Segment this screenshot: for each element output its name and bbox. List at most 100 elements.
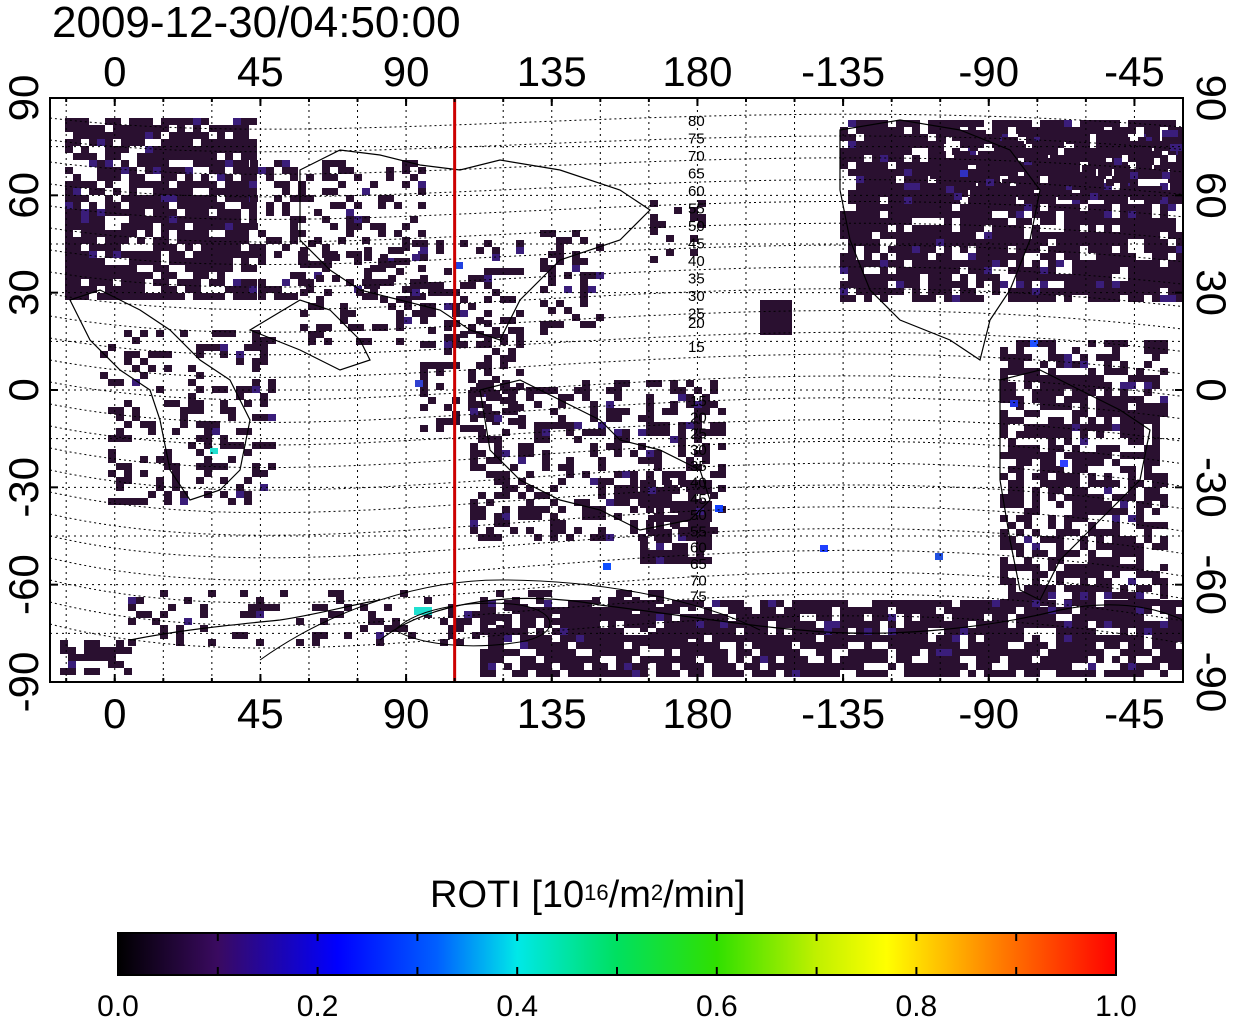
roti-cell [606, 401, 614, 408]
roti-cell [208, 639, 216, 646]
roti-cell [1146, 158, 1154, 165]
roti-cell [1096, 621, 1104, 628]
roti-cell [888, 628, 896, 635]
contour-line [50, 157, 1183, 175]
roti-cell [954, 172, 962, 179]
roti-cell [588, 272, 596, 279]
roti-cell [960, 663, 968, 670]
roti-cell [236, 491, 244, 498]
roti-cell [970, 137, 978, 144]
roti-cell [1088, 501, 1096, 508]
roti-cell [984, 274, 992, 281]
roti-cell [864, 642, 872, 649]
roti-cell [614, 436, 622, 443]
roti-cell [656, 529, 664, 536]
roti-cell [1048, 585, 1056, 592]
roti-cell [1168, 600, 1176, 607]
roti-cell [105, 244, 113, 251]
roti-cell [872, 607, 880, 614]
roti-cell [544, 607, 552, 614]
roti-cell [68, 661, 76, 668]
roti-cell [1064, 183, 1072, 190]
roti-cell [1080, 148, 1088, 155]
roti-cell [282, 188, 290, 195]
roti-cell [526, 471, 534, 478]
roti-cell [864, 295, 872, 302]
roti-cell [145, 202, 153, 209]
roti-cell [1088, 232, 1096, 239]
roti-cell [177, 118, 185, 125]
roti-cell [492, 327, 500, 334]
roti-cell [616, 590, 624, 597]
roti-cell [994, 144, 1002, 151]
roti-cell [1008, 501, 1016, 508]
roti-cell [1048, 183, 1056, 190]
roti-cell [129, 118, 137, 125]
roti-cell [1176, 614, 1183, 621]
roti-cell [241, 293, 249, 300]
roti-cell [1080, 508, 1088, 515]
roti-cell [412, 310, 420, 317]
roti-cell [1112, 253, 1120, 260]
roti-cell [560, 635, 568, 642]
roti-cell [478, 534, 486, 541]
roti-cell [504, 635, 512, 642]
roti-cell [686, 527, 694, 534]
roti-cell [912, 120, 920, 127]
roti-cell [1080, 281, 1088, 288]
roti-cell [912, 127, 920, 134]
roti-cell [1072, 162, 1080, 169]
roti-cell [550, 422, 558, 429]
roti-cell [976, 204, 984, 211]
lat-label-right: -90 [1188, 652, 1235, 713]
roti-cell [1096, 218, 1104, 225]
roti-cell [952, 239, 960, 246]
roti-cell [946, 179, 954, 186]
roti-cell [153, 202, 161, 209]
roti-cell [1000, 578, 1008, 585]
roti-cell [145, 216, 153, 223]
roti-cell [370, 293, 378, 300]
roti-cell [448, 611, 456, 618]
roti-cell [856, 656, 864, 663]
roti-cell [1048, 480, 1056, 487]
roti-cell [89, 139, 97, 146]
roti-cell [132, 337, 140, 344]
roti-cell [480, 649, 488, 656]
roti-cell [1016, 267, 1024, 274]
roti-cell [776, 642, 784, 649]
roti-cell [928, 260, 936, 267]
roti-cell [346, 216, 354, 223]
roti-cell [132, 351, 140, 358]
roti-cell [984, 642, 992, 649]
roti-cell [784, 300, 792, 307]
roti-cell [728, 670, 736, 677]
roti-cell [678, 422, 686, 429]
roti-cell [1104, 368, 1112, 375]
roti-cell [1048, 621, 1056, 628]
roti-cell [193, 195, 201, 202]
roti-cell [638, 415, 646, 422]
roti-cell [1056, 571, 1064, 578]
roti-cell [1096, 204, 1104, 211]
roti-cell [212, 463, 220, 470]
roti-cell [1088, 649, 1096, 656]
roti-cell [145, 293, 153, 300]
roti-cell [1008, 176, 1016, 183]
roti-cell [470, 513, 478, 520]
roti-cell [193, 146, 201, 153]
roti-cell [646, 415, 654, 422]
roti-cell-high [603, 563, 611, 570]
roti-cell [640, 614, 648, 621]
roti-cell [73, 153, 81, 160]
roti-cell [1056, 480, 1064, 487]
roti-cell [1144, 162, 1152, 169]
roti-cell [1152, 347, 1160, 354]
roti-cell [728, 600, 736, 607]
roti-cell [520, 670, 528, 677]
roti-cell-high [715, 505, 723, 512]
roti-cell [978, 193, 986, 200]
roti-cell [1032, 529, 1040, 536]
roti-cell [912, 211, 920, 218]
roti-cell [1040, 127, 1048, 134]
